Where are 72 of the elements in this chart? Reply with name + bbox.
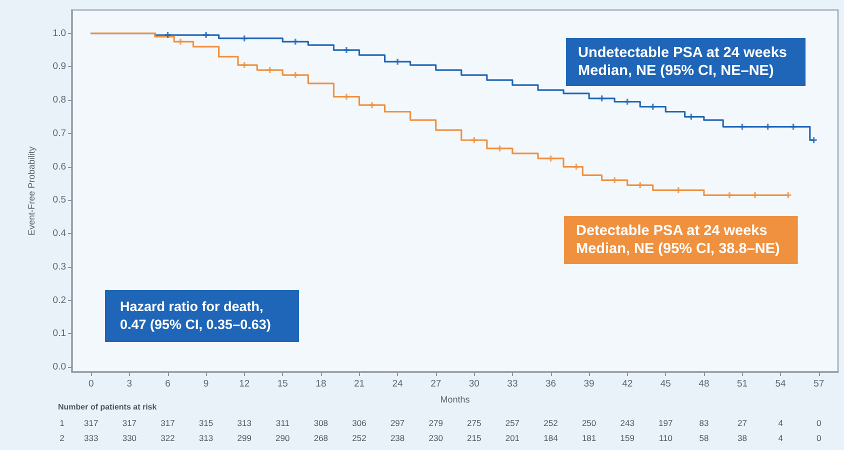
y-tick-label: 0.1 [52, 328, 66, 340]
x-axis-title: Months [440, 394, 470, 404]
point [688, 114, 694, 120]
text: 2 333 330 322 313 299 290 268 252 238 230 215 201 184 181 159 110 58 38 4 0 [60, 433, 822, 443]
point [726, 192, 732, 198]
text: 1 317 317 317 315 313 311 308 306 297 279 275 257 252 250 243 197 83 27 4 0 [60, 418, 822, 428]
point [369, 102, 376, 108]
x-tick-label: 15 [277, 378, 288, 390]
x-tick-label: 3 [126, 378, 132, 390]
x-tick-label: 24 [392, 378, 403, 390]
point [266, 67, 273, 74]
point [598, 95, 605, 102]
point [810, 137, 817, 144]
point [637, 182, 644, 188]
point [496, 145, 503, 152]
x-tick-label: 33 [507, 378, 518, 390]
x-tick-label: 57 [814, 378, 824, 390]
point [241, 62, 248, 68]
y-tick-label: 0.6 [52, 161, 66, 172]
x-tick-label: 9 [203, 378, 209, 390]
x-tick-label: 6 [165, 378, 170, 390]
point [394, 58, 401, 65]
point [764, 124, 771, 130]
y-tick-label: 0.0 [52, 361, 66, 372]
annotation: Median, NE (95% CI, NE–NE) [578, 63, 774, 79]
point [292, 38, 298, 45]
x-tick-label: 0 [88, 378, 94, 390]
point [241, 35, 248, 42]
point [203, 32, 210, 38]
y-tick-label: 0.9 [52, 61, 66, 72]
x-tick-label: 12 [239, 378, 250, 390]
point [739, 124, 746, 130]
y-tick-label: 0.8 [52, 94, 66, 106]
x-tick-label: 21 [354, 378, 365, 390]
point [343, 47, 350, 54]
point [573, 164, 580, 170]
point [612, 177, 618, 184]
point [790, 124, 796, 130]
x-tick-label: 42 [622, 378, 633, 390]
point [675, 187, 682, 194]
x-tick-label: 39 [584, 378, 594, 390]
x-tick-label: 48 [698, 378, 710, 390]
y-axis-title: Event-Free Probability [26, 146, 36, 236]
point [624, 98, 630, 105]
point [164, 32, 171, 38]
x-tick-label: 30 [468, 378, 480, 390]
x-tick-label: 51 [736, 378, 748, 390]
series-label: Detectable PSA at 24 weeks [576, 223, 768, 239]
point [471, 137, 478, 144]
x-tick-label: 54 [775, 378, 786, 390]
x-tick-label: 27 [430, 378, 442, 390]
y-tick-label: 0.3 [52, 261, 66, 272]
x-tick-label: 45 [660, 378, 671, 390]
y-tick-label: 0.2 [52, 294, 66, 306]
y-tick-label: 0.7 [52, 128, 66, 139]
point [292, 72, 298, 78]
point [343, 94, 350, 100]
y-tick-label: 1.0 [52, 28, 66, 39]
point [178, 38, 184, 45]
point [785, 192, 792, 198]
point [650, 104, 656, 110]
point [752, 192, 758, 198]
x-tick-label: 36 [545, 378, 556, 390]
x-tick-label: 18 [316, 378, 326, 390]
annotation: Hazard ratio for death, 0.47 (95% CI, 0.35–0.63) [120, 299, 271, 332]
y-tick-label: 0.5 [52, 194, 66, 206]
annotation: Median, NE (95% CI, 38.8–NE) [576, 241, 780, 257]
point [548, 155, 554, 162]
text-box: Hazard ratio for death, 0.47 (95% CI, 0.35–0.63) [105, 290, 299, 342]
text: Number of patients at risk [58, 402, 158, 412]
y-tick-label: 0.4 [52, 228, 66, 240]
text: Undetectable PSA at 24 weeks [578, 45, 787, 61]
